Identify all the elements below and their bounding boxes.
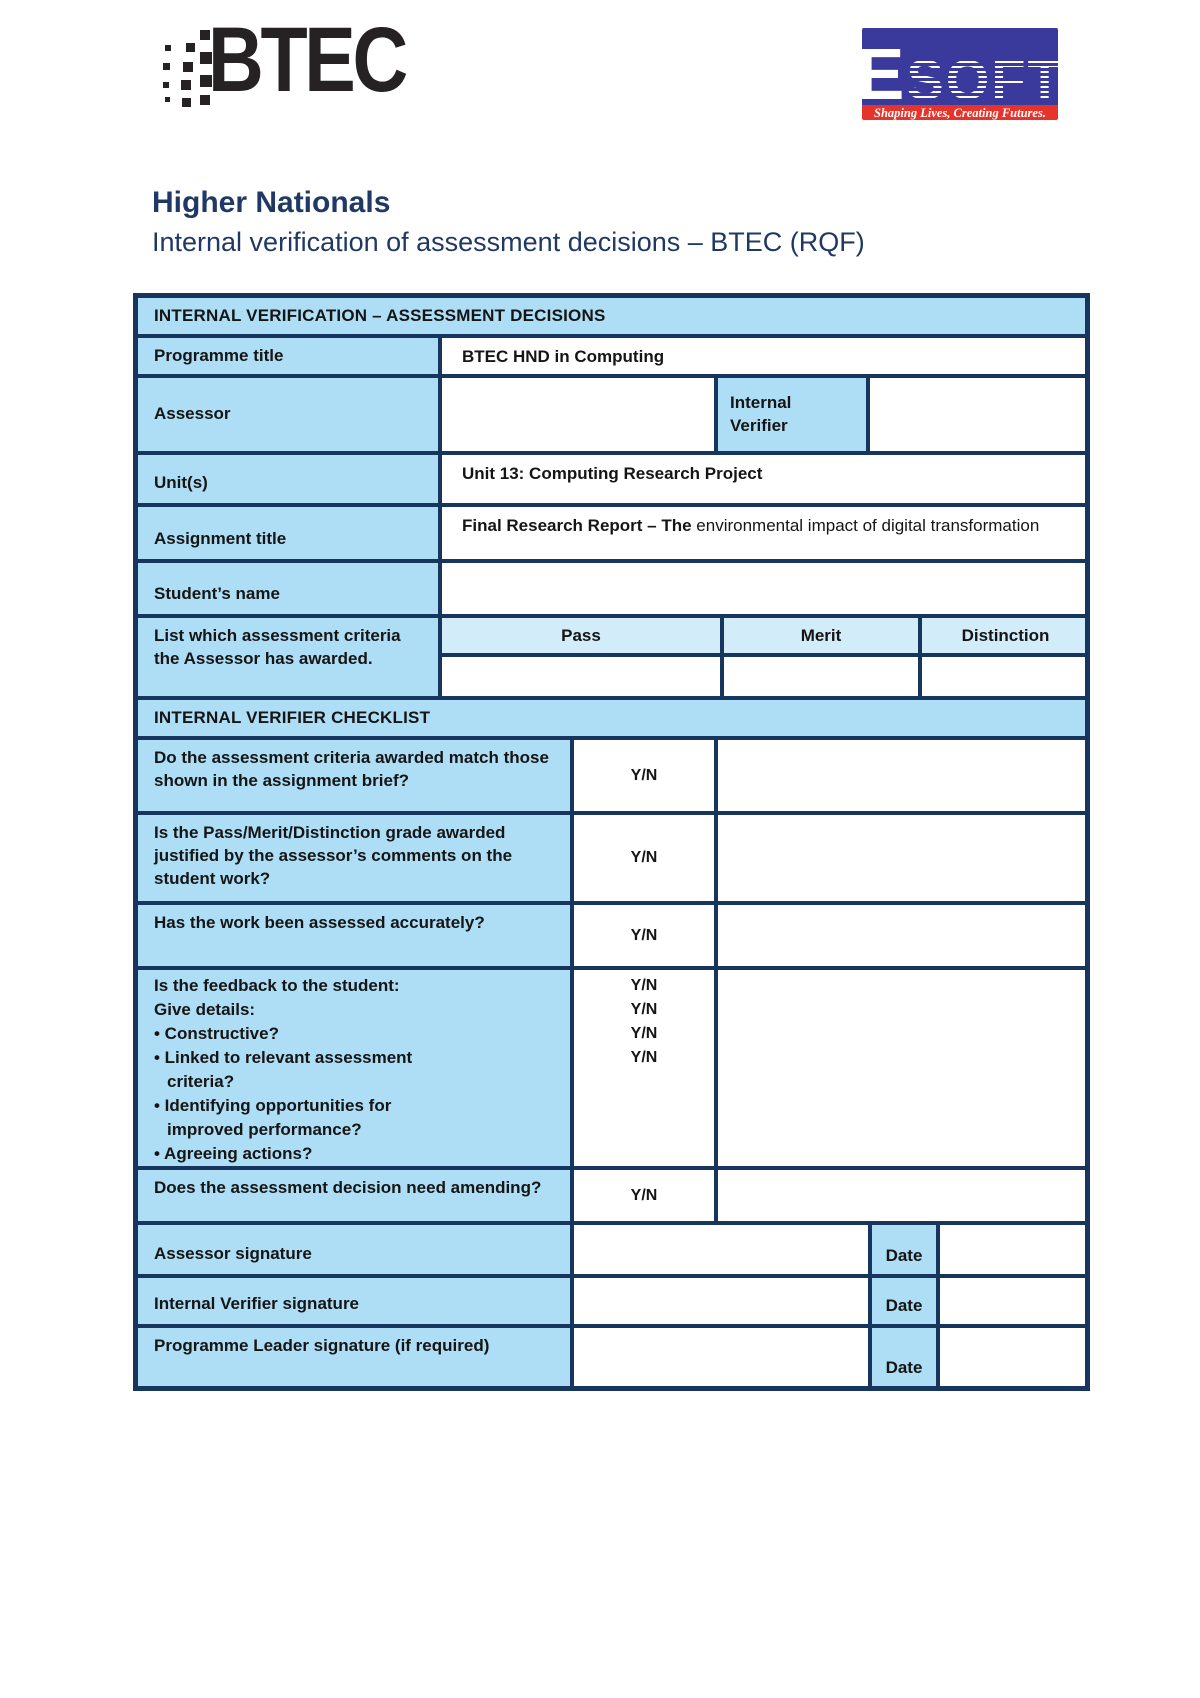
assessor-label: Assessor xyxy=(138,378,438,451)
row-assessor-signature: Assessor signature Date xyxy=(138,1221,1085,1274)
feedback-line: • Agreeing actions? xyxy=(154,1144,313,1163)
feedback-line: improved performance? xyxy=(167,1120,362,1139)
section-header-assessment-decisions: INTERNAL VERIFICATION – ASSESSMENT DECIS… xyxy=(138,298,1085,334)
grade-col-merit: Merit xyxy=(720,618,918,657)
page-subtitle: Internal verification of assessment deci… xyxy=(152,227,865,257)
feedback-yn-column[interactable]: Y/N Y/N Y/N Y/N xyxy=(570,970,714,1166)
section1-title: INTERNAL VERIFICATION – ASSESSMENT DECIS… xyxy=(138,298,1085,334)
programme-leader-signature-field[interactable] xyxy=(570,1328,868,1386)
checklist-q3-yn[interactable]: Y/N xyxy=(570,905,714,966)
internal-verification-table: INTERNAL VERIFICATION – ASSESSMENT DECIS… xyxy=(133,293,1090,1391)
btec-logo-text: BTEC xyxy=(208,9,408,111)
units-label: Unit(s) xyxy=(138,455,438,503)
programme-leader-date-field[interactable] xyxy=(936,1328,1085,1386)
internal-verifier-value-field[interactable] xyxy=(866,378,1085,451)
assessor-date-label: Date xyxy=(868,1225,936,1274)
row-units: Unit(s) Unit 13: Computing Research Proj… xyxy=(138,451,1085,503)
section-header-verifier-checklist: INTERNAL VERIFIER CHECKLIST xyxy=(138,696,1085,736)
row-checklist-q3: Has the work been assessed accurately? Y… xyxy=(138,901,1085,966)
page-title: Higher Nationals xyxy=(152,186,391,219)
programme-leader-date-label: Date xyxy=(868,1328,936,1386)
assessor-signature-field[interactable] xyxy=(570,1225,868,1274)
feedback-comment-field[interactable] xyxy=(714,970,1085,1166)
internal-verifier-date-field[interactable] xyxy=(936,1278,1085,1324)
row-amending: Does the assessment decision need amendi… xyxy=(138,1166,1085,1221)
grade-distinction-field[interactable] xyxy=(918,657,1085,696)
checklist-q2-yn[interactable]: Y/N xyxy=(570,815,714,901)
checklist-q2-comment-field[interactable] xyxy=(714,815,1085,901)
amending-question: Does the assessment decision need amendi… xyxy=(138,1170,570,1221)
row-feedback: Is the feedback to the student: Give det… xyxy=(138,966,1085,1166)
checklist-q3-question: Has the work been assessed accurately? xyxy=(138,905,570,966)
feedback-questions: Is the feedback to the student: Give det… xyxy=(138,970,570,1166)
internal-verifier-date-label: Date xyxy=(868,1278,936,1324)
feedback-line: • Constructive? xyxy=(154,1024,279,1043)
row-assignment-title: Assignment title Final Research Report –… xyxy=(138,503,1085,559)
amending-comment-field[interactable] xyxy=(714,1170,1085,1221)
row-checklist-q1: Do the assessment criteria awarded match… xyxy=(138,736,1085,811)
checklist-q1-yn[interactable]: Y/N xyxy=(570,740,714,811)
esoft-logo-e: E xyxy=(862,34,905,115)
row-assessor: Assessor Internal Verifier xyxy=(138,374,1085,451)
grade-pass-field[interactable] xyxy=(442,657,720,696)
assessor-date-field[interactable] xyxy=(936,1225,1085,1274)
internal-verifier-label: Internal Verifier xyxy=(714,378,866,451)
esoft-logo-soft: SOFT xyxy=(906,52,1058,108)
checklist-q1-comment-field[interactable] xyxy=(714,740,1085,811)
assessor-signature-label: Assessor signature xyxy=(138,1225,570,1274)
assignment-title-label: Assignment title xyxy=(138,507,438,559)
amending-yn[interactable]: Y/N xyxy=(570,1170,714,1221)
grade-col-pass: Pass xyxy=(442,618,720,657)
esoft-logo: E SOFT Shaping Lives, Creating Futures. xyxy=(862,28,1058,120)
programme-title-value: BTEC HND in Computing xyxy=(438,338,1085,374)
feedback-line: Is the feedback to the student: xyxy=(154,976,400,995)
row-student-name: Student’s name xyxy=(138,559,1085,614)
checklist-q1-question: Do the assessment criteria awarded match… xyxy=(138,740,570,811)
feedback-line: criteria? xyxy=(167,1072,235,1091)
student-name-label: Student’s name xyxy=(138,563,438,614)
feedback-line: Give details: xyxy=(154,1000,256,1019)
checklist-q2-question: Is the Pass/Merit/Distinction grade awar… xyxy=(138,815,570,901)
row-programme-title: Programme title BTEC HND in Computing xyxy=(138,334,1085,374)
row-programme-leader-signature: Programme Leader signature (if required)… xyxy=(138,1324,1085,1386)
row-checklist-q2: Is the Pass/Merit/Distinction grade awar… xyxy=(138,811,1085,901)
grade-merit-field[interactable] xyxy=(720,657,918,696)
checklist-q3-comment-field[interactable] xyxy=(714,905,1085,966)
esoft-logo-band: Shaping Lives, Creating Futures. xyxy=(862,105,1058,120)
btec-logo: BTEC xyxy=(148,14,438,123)
internal-verifier-signature-field[interactable] xyxy=(570,1278,868,1324)
internal-verifier-signature-label: Internal Verifier signature xyxy=(138,1278,570,1324)
assignment-title-value: Final Research Report – The environmenta… xyxy=(438,507,1085,559)
programme-title-label: Programme title xyxy=(138,338,438,374)
student-name-value-field[interactable] xyxy=(438,563,1085,614)
section2-title: INTERNAL VERIFIER CHECKLIST xyxy=(138,700,1085,736)
feedback-line: • Linked to relevant assessment xyxy=(154,1048,413,1067)
feedback-line: • Identifying opportunities for xyxy=(154,1096,392,1115)
esoft-logo-tagline: Shaping Lives, Creating Futures. xyxy=(874,106,1046,120)
row-internal-verifier-signature: Internal Verifier signature Date xyxy=(138,1274,1085,1324)
assessor-value-field[interactable] xyxy=(438,378,714,451)
row-criteria-awarded: List which assessment criteria the Asses… xyxy=(138,614,1085,696)
criteria-label: List which assessment criteria the Asses… xyxy=(138,618,438,696)
programme-leader-signature-label: Programme Leader signature (if required) xyxy=(138,1328,570,1386)
esoft-logo-wordmark: E SOFT xyxy=(862,28,1058,115)
criteria-grid: Pass Merit Distinction xyxy=(438,618,1085,696)
units-value: Unit 13: Computing Research Project xyxy=(438,455,1085,503)
grade-col-distinction: Distinction xyxy=(918,618,1085,657)
